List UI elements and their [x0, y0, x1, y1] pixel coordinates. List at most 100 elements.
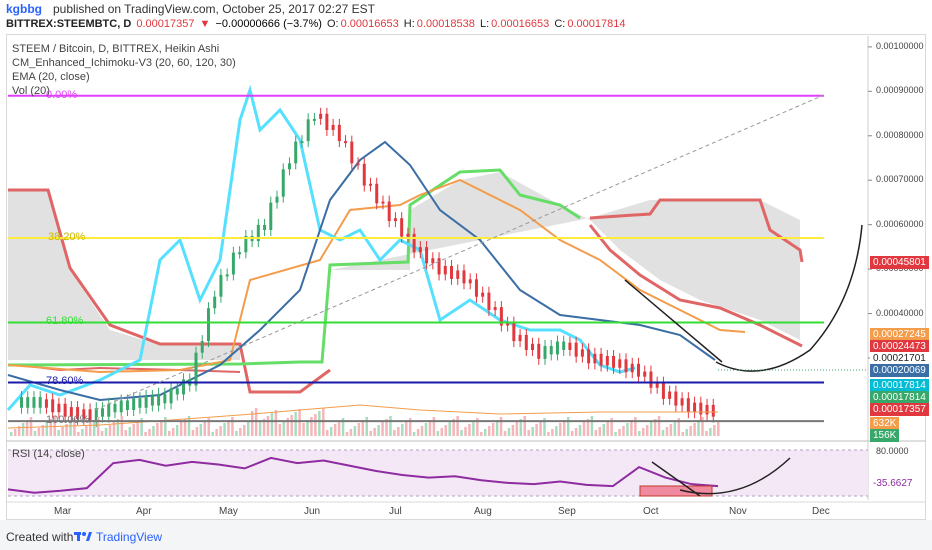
volume-bar [511, 425, 515, 436]
candle-body [200, 341, 204, 353]
volume-bar [649, 422, 653, 436]
volume-bar [420, 426, 424, 436]
volume-bar [464, 427, 467, 436]
chart-frame[interactable] [6, 34, 926, 520]
volume-bar [33, 431, 37, 436]
x-tick-label: Dec [812, 506, 830, 517]
candle-body [51, 399, 55, 413]
volume-bar [539, 421, 542, 436]
candle-body [132, 398, 136, 410]
volume-bar [484, 429, 487, 436]
legend-ema[interactable]: EMA (20, close) [12, 71, 90, 83]
volume-bar [152, 426, 155, 436]
volume-bar [574, 428, 578, 436]
volume-bar [689, 426, 692, 436]
volume-bar [622, 426, 625, 436]
publish-header: kgbbg published on TradingView.com, Octo… [0, 0, 932, 18]
rsi-legend[interactable]: RSI (14, close) [12, 448, 85, 460]
candle-body [636, 363, 640, 377]
senkou-span-red-early [8, 188, 331, 394]
price-axis-label: 156K [870, 429, 900, 442]
candle-body [169, 388, 173, 404]
volume-bar [13, 429, 17, 436]
volume-bar [191, 430, 195, 436]
volume-bar [81, 429, 84, 436]
volume-bar [136, 421, 139, 436]
volume-bar [428, 420, 432, 436]
senkou-span-green [7, 168, 581, 367]
candle-body [76, 407, 80, 419]
tradingview-logo-icon [74, 532, 92, 541]
rsi-tick-label: 80.0000 [876, 446, 909, 456]
volume-bar [108, 425, 112, 436]
volume-bar [602, 424, 605, 436]
volume-bar [89, 423, 92, 436]
candle-body [300, 141, 304, 144]
legend-ichimoku[interactable]: CM_Enhanced_Ichimoku-V3 (20, 60, 120, 30… [12, 57, 236, 69]
candle-body [587, 349, 591, 364]
trend-line-dashed [94, 94, 825, 411]
volume-bar [634, 417, 637, 436]
volume-bar [45, 422, 49, 436]
volume-bar [223, 423, 226, 436]
volume-bar [357, 423, 361, 436]
price-chart-svg[interactable] [0, 0, 932, 520]
volume-bar [112, 422, 116, 436]
legend-vol[interactable]: Vol (20) [12, 85, 50, 97]
volume-bar [247, 422, 250, 436]
x-tick-label: Jun [304, 506, 321, 517]
volume-bar [578, 425, 582, 436]
candle-body [350, 141, 354, 164]
high-label: H: [403, 18, 415, 30]
fib-level-label: 38.20% [48, 231, 86, 243]
candle-body [244, 236, 248, 253]
volume-bar [685, 429, 688, 436]
candle-body [69, 407, 73, 417]
volume-bar [65, 424, 68, 436]
volume-bar [100, 431, 104, 436]
volume-bar [85, 426, 88, 436]
candle-body [113, 403, 117, 413]
volume-bar [665, 427, 669, 436]
volume-bar [401, 424, 404, 436]
volume-bar [657, 416, 661, 436]
candle-body [555, 341, 559, 355]
publish-text: published on TradingView.com, October 25… [53, 2, 375, 16]
tradingview-brand[interactable]: TradingView [96, 530, 163, 544]
volume-bar [17, 426, 21, 436]
senkou-span-red-bottom [588, 224, 803, 348]
volume-bar [661, 430, 665, 436]
candle-body [481, 292, 485, 297]
created-with-label: Created with [6, 530, 74, 544]
volume-bar [673, 421, 677, 436]
candle-body [618, 359, 622, 368]
candle-body [443, 266, 447, 275]
volume-bar [57, 430, 60, 436]
x-tick-label: Aug [474, 506, 492, 517]
price-axis-label: 0.00017814 [870, 391, 929, 404]
volume-bar [116, 419, 120, 436]
volume-bar [705, 431, 708, 436]
candle-body [319, 113, 323, 119]
candle-body [150, 396, 154, 406]
author-name[interactable]: kgbbg [6, 2, 42, 16]
candle-body [624, 359, 628, 373]
candle-body [82, 409, 86, 419]
rsi-highlight-box [639, 485, 713, 497]
volume-bar [393, 430, 396, 436]
volume-bar [77, 432, 80, 436]
candle-body [537, 343, 541, 359]
candle-body [655, 382, 659, 388]
fib-level-label: 61.80% [46, 315, 84, 328]
volume-bar [262, 419, 266, 436]
volume-bar [527, 430, 530, 436]
candle-body [506, 322, 510, 326]
volume-bar [519, 419, 523, 436]
volume-bar [468, 424, 471, 436]
volume-bar [302, 423, 305, 436]
volume-bar [499, 417, 503, 436]
fib-level-label: 78.60% [46, 375, 84, 388]
volume-bar [156, 423, 159, 436]
candle-body [175, 388, 179, 395]
price-axis-label: 0.00024473 [870, 340, 929, 353]
